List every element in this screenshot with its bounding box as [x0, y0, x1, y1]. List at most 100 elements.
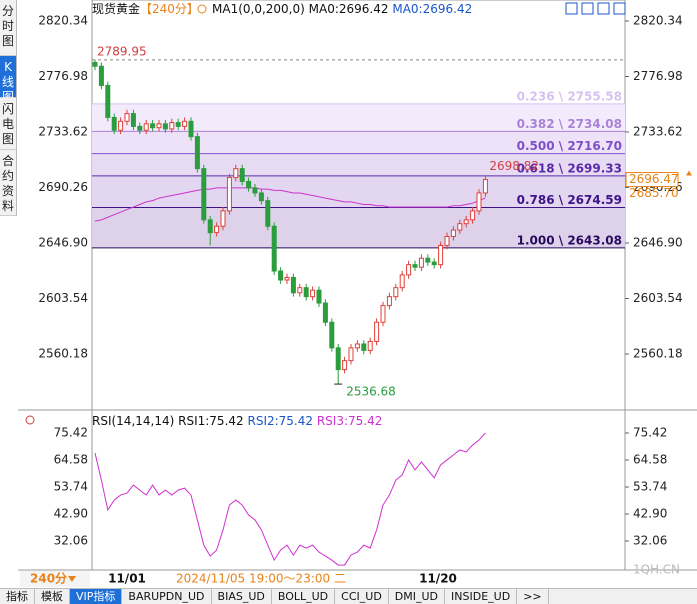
candle-body [175, 122, 181, 127]
candle-body [393, 287, 399, 298]
rsi-tick-label: 53.74 [54, 480, 88, 494]
bottom-tab[interactable]: VIP指标 [70, 589, 123, 604]
candle-body [226, 177, 232, 212]
side-tab[interactable]: 分时图 [0, 0, 17, 56]
candle-body [406, 264, 412, 276]
y-tick-label: 2646.90 [38, 236, 88, 250]
crosshair-time: 2024/11/05 19:00～23:00 二 [176, 572, 346, 586]
high-label: 2789.95 [97, 44, 147, 58]
candle-body [335, 347, 341, 371]
bottom-tab[interactable]: CCI_UD [335, 589, 389, 604]
rsi-tick-label-right: 53.74 [633, 480, 667, 494]
bottom-tab[interactable]: DMI_UD [389, 589, 446, 604]
candle-body [348, 347, 354, 362]
candle-body [438, 244, 444, 266]
text-part: RSI(14,14,14) [92, 414, 174, 428]
candle-body [290, 276, 296, 294]
period-button: 240分 [30, 571, 67, 586]
candle-body [412, 264, 418, 268]
y-tick-label-right: 2733.62 [633, 125, 683, 139]
candle-body [303, 287, 309, 298]
candle-body [252, 187, 258, 194]
candle-body [258, 192, 264, 202]
period-arrow [68, 576, 76, 582]
bottom-tab[interactable]: BIAS_UD [212, 589, 272, 604]
fib-band [92, 131, 625, 154]
side-tab[interactable]: K线图 [0, 56, 17, 104]
chart: 现货黄金【240分】 MA1(0,0,200,0) MA0:2696.42 MA0… [18, 0, 697, 587]
y-tick-label: 2820.34 [38, 14, 88, 28]
toolbar-icon [581, 2, 594, 15]
rsi-icon [25, 415, 35, 425]
y-tick-label: 2560.18 [38, 347, 88, 361]
candle-body [297, 287, 303, 294]
ma-line [94, 187, 486, 222]
candle-body [431, 261, 437, 266]
candle-body [361, 343, 367, 351]
rsi-tick-label-right: 64.58 [633, 453, 667, 467]
bottom-tab[interactable]: 模板 [35, 589, 70, 604]
bottom-tabs: 指标 模板 VIP指标 BARUPDN_UD BIAS_UD BOLL_UD CCI_UD D… [0, 588, 697, 604]
candle-body [329, 321, 335, 349]
chart-header: 现货黄金【240分】 [92, 1, 199, 16]
candle-body [278, 270, 284, 281]
bottom-tab[interactable]: 指标 [0, 589, 35, 604]
candle-body [194, 136, 200, 170]
bottom-tab[interactable]: BARUPDN_UD [122, 589, 212, 604]
fib-label: 0.236 \ 2755.58 [517, 89, 622, 103]
bottom-tab[interactable]: >> [517, 589, 549, 604]
text-part: MA0:2696.42 [392, 2, 472, 16]
candle-body [450, 229, 456, 237]
rsi-tick-label: 32.06 [54, 534, 88, 548]
candle-body [444, 235, 450, 246]
candle-body [374, 321, 380, 342]
candle-body [220, 210, 226, 227]
fib-label: 0.500 \ 2716.70 [517, 139, 622, 153]
rsi-header: RSI(14,14,14) RSI1:75.42 RSI2:75.42 RSI3… [92, 414, 382, 428]
candle-body [476, 192, 482, 212]
candle-body [156, 123, 162, 129]
candle-body [124, 113, 130, 122]
candle-body [150, 123, 156, 129]
candle-body [463, 219, 469, 225]
bottom-tab[interactable]: INSIDE_UD [445, 589, 518, 604]
fib-label: 1.000 \ 2643.08 [517, 233, 622, 247]
fib-band [92, 153, 625, 176]
candle-body [418, 257, 424, 268]
candle-body [482, 179, 488, 194]
rsi-tick-label: 64.58 [54, 453, 88, 467]
rsi-tick-label-right: 42.90 [633, 507, 667, 521]
x-label: 11/01 [108, 572, 146, 586]
y-tick-label-right: 2776.98 [633, 69, 683, 83]
ma-header: MA1(0,0,200,0) MA0:2696.42 MA0:2696.42 [212, 2, 472, 16]
candle-body [188, 120, 194, 138]
candle-body [246, 180, 252, 189]
text-part: RSI1:75.42 [178, 414, 244, 428]
candle-body [105, 84, 111, 118]
candle-body [354, 343, 360, 349]
rsi-line [94, 432, 486, 566]
plot-frame [91, 0, 626, 571]
side-tab[interactable]: 合约资料 [0, 150, 17, 216]
rsi-tick-label-right: 32.06 [633, 534, 667, 548]
candle-body [470, 210, 476, 221]
fib-label: 0.382 \ 2734.08 [517, 117, 622, 131]
candle-body [118, 120, 124, 131]
low-label: 2536.68 [346, 385, 396, 399]
candle-body [130, 113, 136, 127]
y-tick-label-right: 2560.18 [633, 347, 683, 361]
side-tab[interactable]: 闪电图 [0, 98, 17, 150]
text-part: MA1(0,0,200,0) [212, 2, 305, 16]
period-box [20, 571, 90, 587]
candle-body [310, 289, 316, 298]
y-tick-label: 2690.26 [38, 180, 88, 194]
rsi-tick-label: 75.42 [54, 426, 88, 440]
price-label: 2696.47 [629, 172, 679, 186]
candle-body [162, 123, 168, 130]
y-tick-label: 2776.98 [38, 69, 88, 83]
candle-body [316, 289, 322, 304]
candle-body [265, 200, 271, 227]
candle-body [239, 168, 245, 182]
bottom-tab[interactable]: BOLL_UD [272, 589, 336, 604]
